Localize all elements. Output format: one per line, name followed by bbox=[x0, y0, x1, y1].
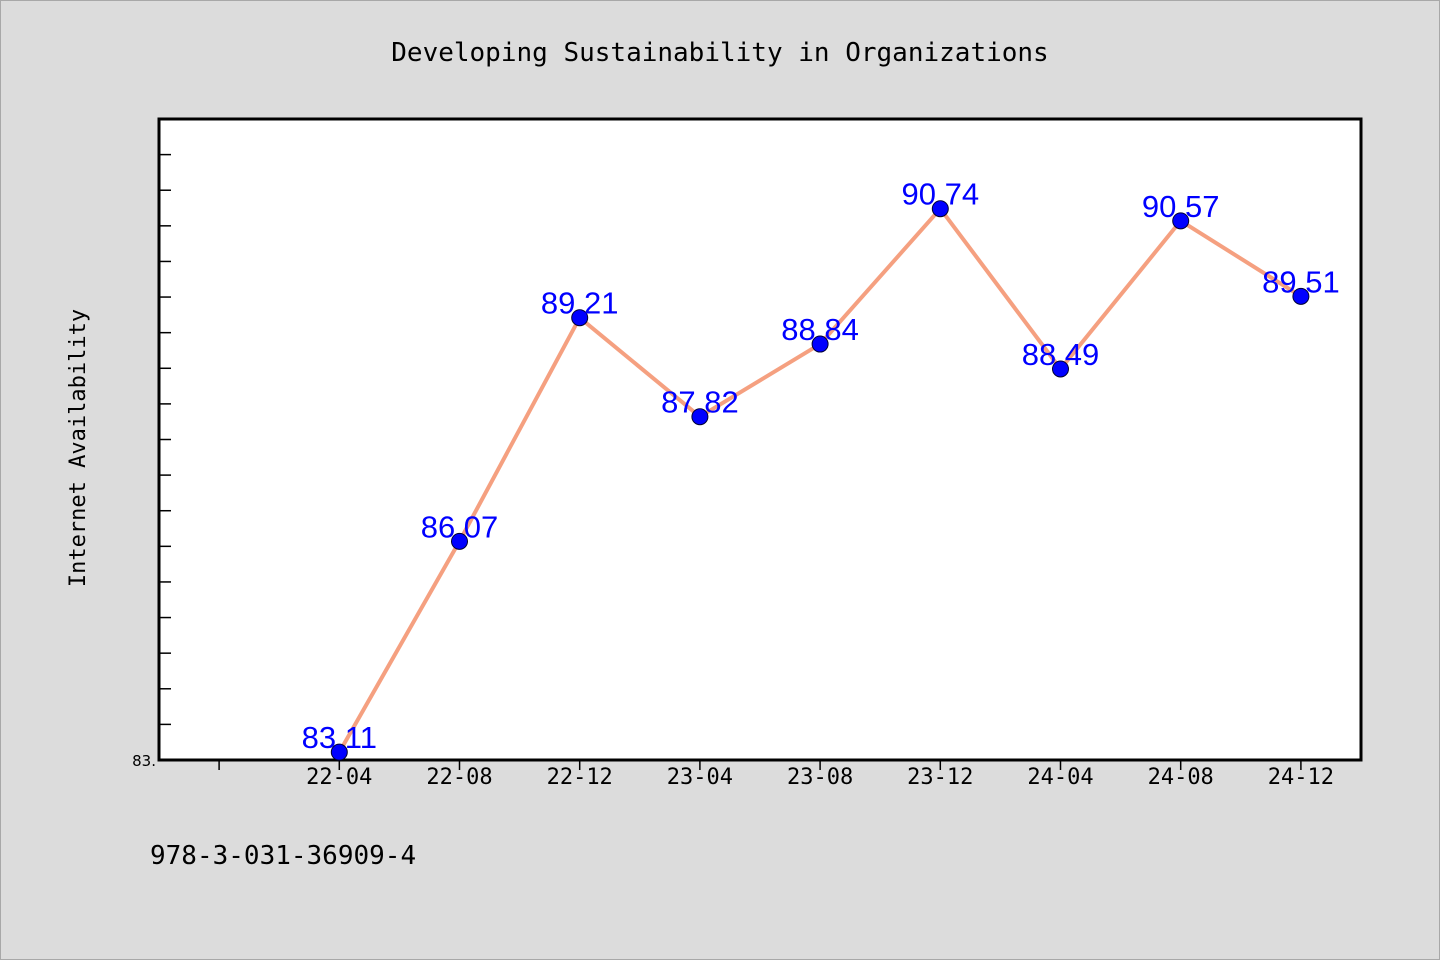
data-point bbox=[451, 532, 468, 550]
data-label: 83.11 bbox=[302, 720, 377, 755]
data-label: 88.49 bbox=[1022, 337, 1100, 372]
x-tick-label: 22-08 bbox=[426, 765, 492, 790]
data-point bbox=[931, 200, 949, 218]
footer-text: 978-3-031-36909-4 bbox=[150, 841, 416, 871]
x-tick-label: 22-12 bbox=[547, 765, 613, 790]
data-label: 86.07 bbox=[421, 509, 499, 544]
data-label: 90.74 bbox=[902, 177, 980, 212]
x-tick-label: 23-12 bbox=[907, 765, 973, 790]
plot-area bbox=[157, 117, 1363, 762]
x-tick-label: 24-08 bbox=[1148, 765, 1214, 790]
y-tick-label: 83. bbox=[132, 752, 156, 770]
data-point bbox=[1052, 360, 1069, 378]
x-tick-label: 22-04 bbox=[306, 765, 372, 790]
data-label: 89.21 bbox=[541, 286, 619, 321]
data-point bbox=[691, 408, 709, 426]
x-axis: 22-04 22-08 22-12 23-04 23-08 23-12 24-04 24-08… bbox=[218, 760, 1334, 790]
y-axis-label: Internet Availability bbox=[66, 309, 91, 587]
chart-title: Developing Sustainability in Organizatio… bbox=[391, 38, 1048, 68]
series-layer: 83.11 86.07 89.21 87.82 88.84 90.74 88.49 90.57… bbox=[302, 177, 1340, 761]
data-label: 89.51 bbox=[1262, 264, 1340, 299]
data-point bbox=[330, 743, 348, 761]
data-point bbox=[1172, 212, 1190, 230]
data-label: 90.57 bbox=[1142, 189, 1220, 224]
data-point bbox=[571, 309, 589, 327]
x-tick-label: 24-12 bbox=[1268, 765, 1334, 790]
data-label: 87.82 bbox=[661, 385, 739, 420]
x-tick-label: 23-04 bbox=[667, 765, 733, 790]
data-label: 88.84 bbox=[781, 312, 859, 347]
data-point bbox=[1292, 287, 1310, 305]
data-point bbox=[811, 335, 829, 353]
x-tick-label: 23-08 bbox=[787, 765, 853, 790]
y-axis: 83. bbox=[132, 118, 171, 770]
x-tick-label: 24-04 bbox=[1027, 765, 1093, 790]
